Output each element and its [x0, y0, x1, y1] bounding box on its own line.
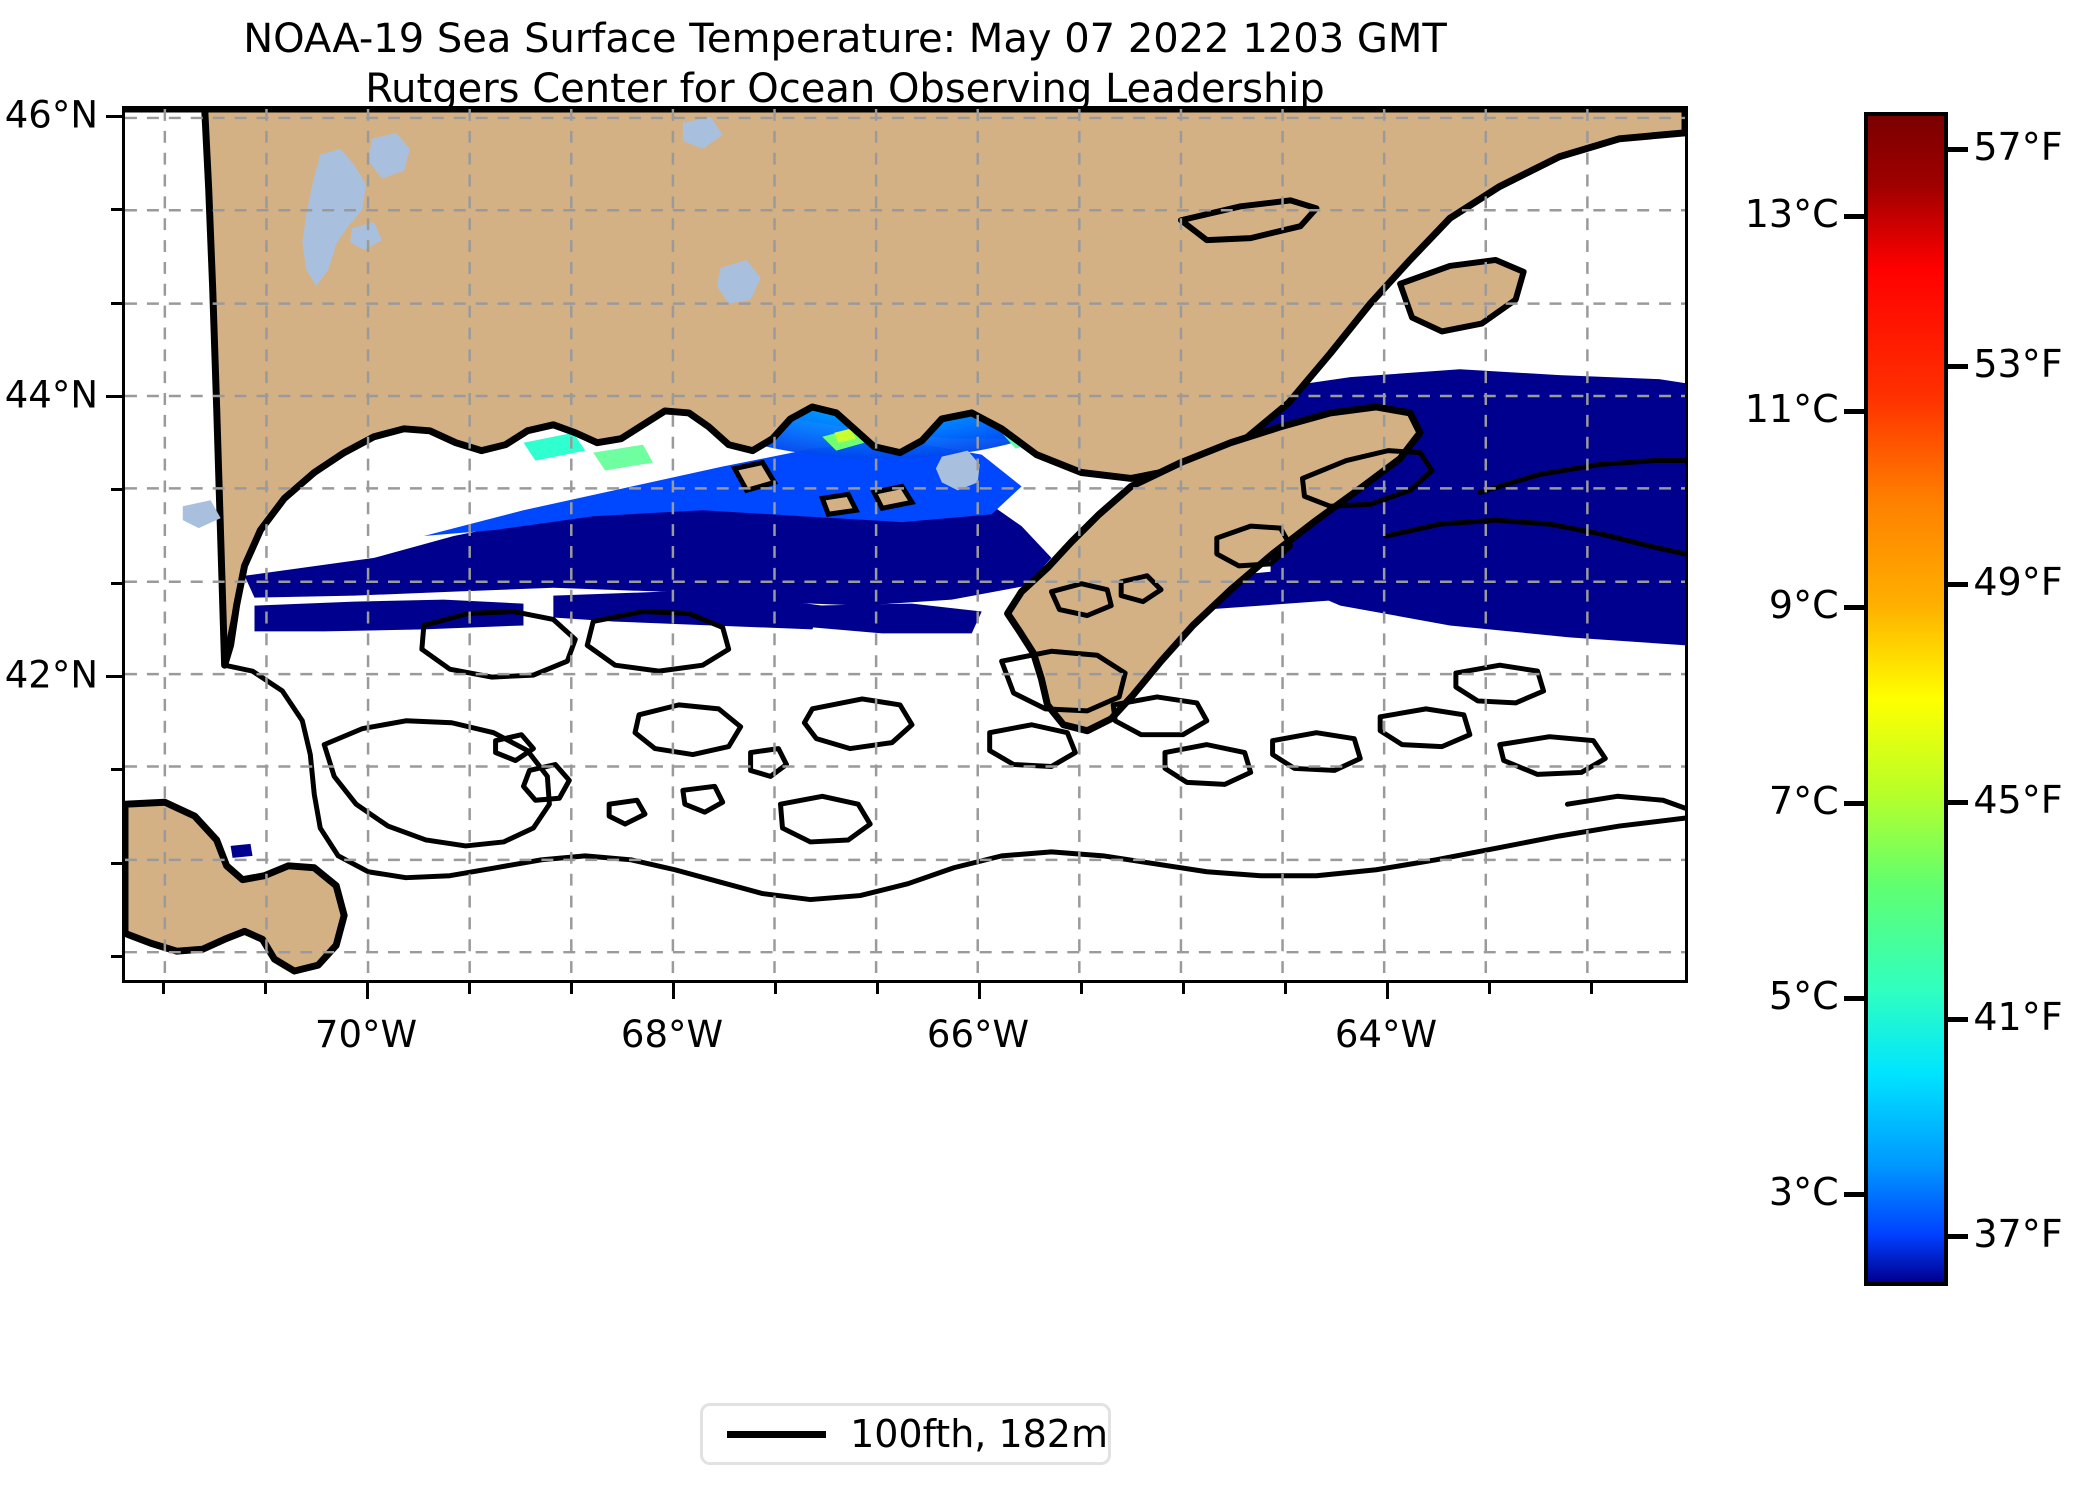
- cbar-tick-right: [1948, 799, 1968, 805]
- map-layers: [125, 109, 1685, 980]
- cbar-tick-right: [1948, 147, 1968, 153]
- cbar-tick-right: [1948, 581, 1968, 587]
- xtick-minor: [1284, 983, 1287, 994]
- legend-label: 100fth, 182m: [850, 1412, 1108, 1456]
- xtick-minor: [774, 983, 777, 994]
- xtick-minor: [1182, 983, 1185, 994]
- xtick-minor: [468, 983, 471, 994]
- xtick-minor: [264, 983, 267, 994]
- title-line-1: NOAA-19 Sea Surface Temperature: May 07 …: [243, 16, 1447, 62]
- cbar-label-5c: 5°C: [1768, 974, 1839, 1019]
- ytick-label-46n: 46°N: [4, 93, 98, 137]
- ytick-major: [106, 115, 122, 118]
- cbar-label-53f: 53°F: [1973, 342, 2063, 387]
- cbar-label-3c: 3°C: [1768, 1170, 1839, 1215]
- cbar-label-9c: 9°C: [1768, 583, 1839, 628]
- gridlines-layer: [125, 109, 1685, 980]
- ytick-minor: [111, 862, 122, 865]
- xtick-label-66w: 66°W: [926, 1013, 1030, 1056]
- xtick-major: [1386, 983, 1389, 999]
- cbar-tick-left: [1844, 996, 1864, 1002]
- cbar-tick-left: [1844, 214, 1864, 220]
- ytick-major: [106, 675, 122, 678]
- bathymetry-100fth-contour: [222, 448, 1685, 903]
- temperature-colorbar[interactable]: 13°C 11°C 9°C 7°C 5°C 3°C 57°F 53°F 49°F…: [1745, 112, 2063, 1286]
- cbar-tick-right: [1948, 1234, 1968, 1240]
- cbar-label-11c: 11°C: [1744, 387, 1839, 432]
- xtick-label-68w: 68°W: [620, 1013, 724, 1056]
- cbar-tick-left: [1844, 409, 1864, 415]
- cbar-tick-left: [1844, 1192, 1864, 1198]
- cbar-label-13c: 13°C: [1744, 192, 1839, 237]
- ytick-minor: [111, 768, 122, 771]
- latitude-axis: 46°N 44°N 42°N: [0, 94, 122, 983]
- map-legend[interactable]: 100fth, 182m: [700, 1403, 1111, 1465]
- title-line-2: Rutgers Center for Ocean Observing Leade…: [365, 66, 1325, 112]
- ytick-label-44n: 44°N: [4, 373, 98, 417]
- xtick-major: [672, 983, 675, 999]
- cbar-tick-left: [1844, 801, 1864, 807]
- cbar-label-45f: 45°F: [1973, 777, 2063, 822]
- xtick-minor: [1590, 983, 1593, 994]
- ytick-minor: [111, 955, 122, 958]
- xtick-minor: [876, 983, 879, 994]
- lakes-layer: [182, 116, 980, 529]
- longitude-axis: 70°W 68°W 66°W 64°W: [122, 983, 1688, 1063]
- colorbar-body: [1864, 112, 1948, 1286]
- land-layer: [125, 109, 1685, 975]
- cbar-label-57f: 57°F: [1973, 125, 2063, 170]
- sst-map-canvas: [125, 109, 1685, 980]
- cbar-tick-right: [1948, 364, 1968, 370]
- xtick-label-70w: 70°W: [314, 1013, 418, 1056]
- cbar-tick-left: [1844, 605, 1864, 611]
- xtick-major: [366, 983, 369, 999]
- ytick-minor: [111, 582, 122, 585]
- ytick-minor: [111, 488, 122, 491]
- colorbar-gradient: [1868, 116, 1944, 1282]
- xtick-minor: [1488, 983, 1491, 994]
- xtick-label-64w: 64°W: [1334, 1013, 1438, 1056]
- ytick-minor: [111, 302, 122, 305]
- cbar-label-37f: 37°F: [1973, 1212, 2063, 1257]
- ytick-major: [106, 395, 122, 398]
- ytick-minor: [111, 208, 122, 211]
- cbar-label-49f: 49°F: [1973, 559, 2063, 604]
- cbar-label-7c: 7°C: [1768, 779, 1839, 824]
- coastline-layer: [217, 533, 248, 669]
- page-title: NOAA-19 Sea Surface Temperature: May 07 …: [0, 14, 1690, 114]
- legend-line-swatch: [727, 1430, 827, 1438]
- cbar-label-41f: 41°F: [1973, 995, 2063, 1040]
- xtick-minor: [162, 983, 165, 994]
- xtick-minor: [1080, 983, 1083, 994]
- cbar-tick-right: [1948, 1017, 1968, 1023]
- xtick-major: [978, 983, 981, 999]
- map-plot-area[interactable]: [122, 106, 1688, 983]
- ytick-label-42n: 42°N: [4, 653, 98, 697]
- xtick-minor: [570, 983, 573, 994]
